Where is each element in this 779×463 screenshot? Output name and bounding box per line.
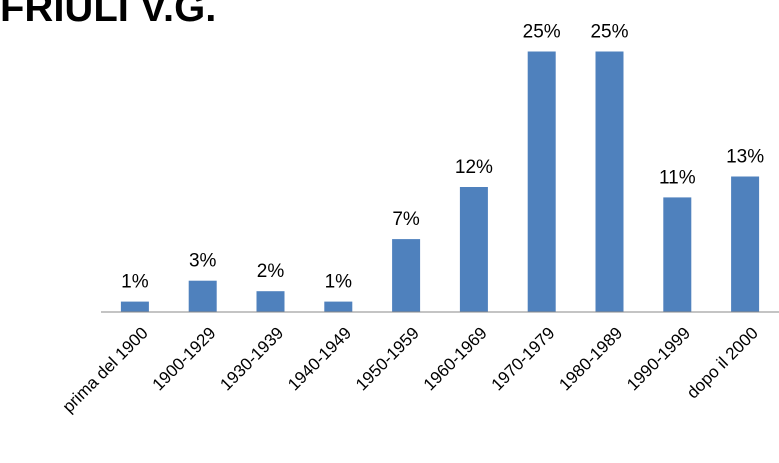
bar-1990-1999 <box>663 197 692 312</box>
x-tick-labels-group: prima del 19001900-19291930-19391940-194… <box>59 323 762 416</box>
x-tick-label: 1980-1989 <box>555 323 626 394</box>
data-label: 12% <box>455 157 493 178</box>
x-tick-label: 1900-1929 <box>149 323 220 394</box>
data-label: 13% <box>726 147 764 168</box>
data-label: 25% <box>590 22 628 43</box>
data-label: 3% <box>189 251 217 272</box>
data-label: 1% <box>325 272 353 293</box>
bar-1950-1959 <box>392 239 421 312</box>
bar-1930-1939 <box>256 291 285 312</box>
bar-1940-1949 <box>324 301 353 312</box>
bar-1980-1989 <box>595 51 624 312</box>
data-label: 25% <box>523 22 561 43</box>
data-label: 7% <box>392 209 420 230</box>
x-tick-label: 1970-1979 <box>488 323 559 394</box>
x-tick-label: 1930-1939 <box>216 323 287 394</box>
x-tick-label: 1950-1959 <box>352 323 423 394</box>
data-label: 11% <box>659 167 696 188</box>
chart-title: FRIULI V.G. <box>0 0 217 30</box>
x-tick-label: 1990-1999 <box>623 323 694 394</box>
data-labels-group: 1% 3% 2% 1% 7% 12% 25% 25% 11% 13% <box>121 22 764 293</box>
bar-dopo-il-2000 <box>731 176 760 312</box>
bar-1960-1969 <box>459 187 488 312</box>
x-tick-label: dopo il 2000 <box>683 323 762 402</box>
bar-prima-del-1900 <box>120 301 149 312</box>
data-label: 2% <box>257 261 285 282</box>
bar-1970-1979 <box>527 51 556 312</box>
bar-1900-1929 <box>188 280 217 312</box>
bars-group <box>120 51 760 312</box>
x-tick-label: 1940-1949 <box>284 323 355 394</box>
x-tick-label: prima del 1900 <box>59 323 152 416</box>
data-label: 1% <box>121 272 149 293</box>
x-tick-label: 1960-1969 <box>420 323 491 394</box>
